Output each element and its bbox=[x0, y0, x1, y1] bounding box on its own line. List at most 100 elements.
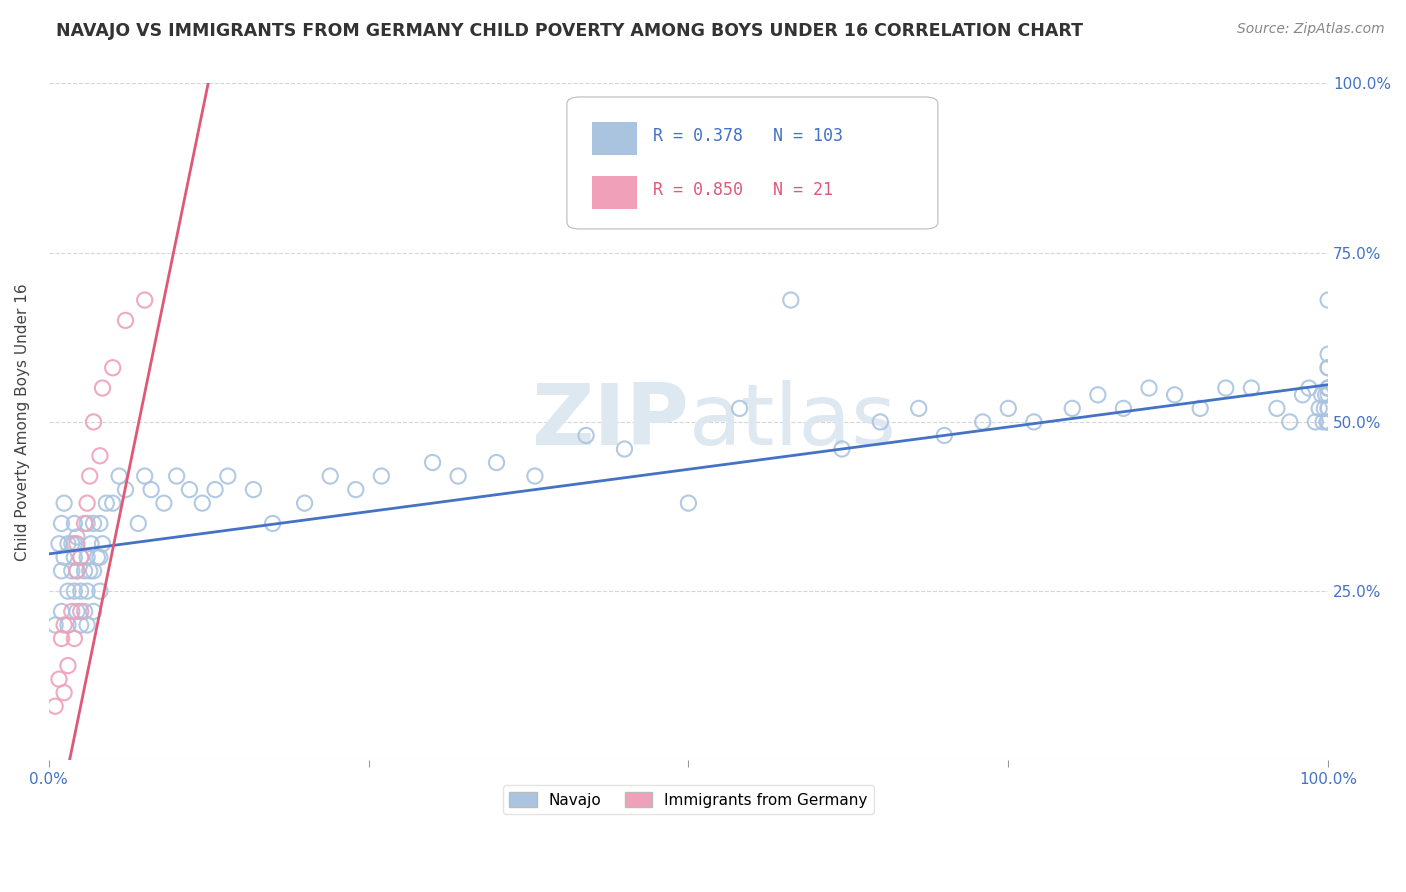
Point bbox=[1317, 360, 1340, 375]
Point bbox=[575, 428, 598, 442]
Point bbox=[76, 584, 98, 599]
Point bbox=[779, 293, 801, 307]
Point bbox=[53, 496, 76, 510]
Point bbox=[1317, 381, 1340, 395]
Point bbox=[907, 401, 929, 416]
Point bbox=[91, 537, 114, 551]
Point bbox=[1315, 388, 1337, 402]
Text: R = 0.378   N = 103: R = 0.378 N = 103 bbox=[652, 128, 842, 145]
Point bbox=[69, 618, 91, 632]
Point bbox=[76, 496, 98, 510]
Point bbox=[1298, 381, 1320, 395]
Point bbox=[422, 456, 444, 470]
Point bbox=[53, 686, 76, 700]
Point bbox=[1317, 388, 1340, 402]
Point bbox=[127, 516, 149, 531]
Point bbox=[56, 537, 79, 551]
Point bbox=[51, 604, 73, 618]
Point bbox=[1317, 401, 1340, 416]
Point bbox=[1312, 415, 1334, 429]
Point bbox=[1317, 360, 1340, 375]
Point bbox=[66, 530, 89, 544]
Point bbox=[934, 428, 956, 442]
Point bbox=[370, 469, 392, 483]
Point bbox=[869, 415, 891, 429]
Point bbox=[66, 604, 89, 618]
Point bbox=[485, 456, 508, 470]
Point bbox=[73, 604, 96, 618]
Point bbox=[69, 604, 91, 618]
Point bbox=[69, 550, 91, 565]
Point bbox=[523, 469, 546, 483]
Point bbox=[831, 442, 853, 456]
Point bbox=[96, 496, 118, 510]
Point bbox=[1313, 401, 1336, 416]
Point bbox=[51, 632, 73, 646]
FancyBboxPatch shape bbox=[567, 97, 938, 229]
Point bbox=[447, 469, 470, 483]
Point bbox=[1087, 388, 1109, 402]
Point bbox=[76, 618, 98, 632]
Point bbox=[997, 401, 1019, 416]
Point bbox=[63, 537, 86, 551]
Point bbox=[56, 584, 79, 599]
Point bbox=[204, 483, 226, 497]
Point bbox=[60, 564, 83, 578]
Point bbox=[76, 550, 98, 565]
Point bbox=[83, 516, 105, 531]
Point bbox=[48, 537, 70, 551]
Point bbox=[63, 516, 86, 531]
Point bbox=[73, 516, 96, 531]
Point bbox=[1317, 381, 1340, 395]
Point bbox=[1317, 381, 1340, 395]
Point bbox=[1308, 401, 1330, 416]
Point bbox=[89, 449, 111, 463]
Point bbox=[69, 550, 91, 565]
Point bbox=[53, 618, 76, 632]
Point bbox=[1291, 388, 1313, 402]
Point bbox=[1137, 381, 1160, 395]
Point bbox=[63, 632, 86, 646]
Point bbox=[101, 360, 124, 375]
Point bbox=[108, 469, 131, 483]
Point bbox=[613, 442, 636, 456]
FancyBboxPatch shape bbox=[592, 122, 637, 154]
Point bbox=[89, 584, 111, 599]
FancyBboxPatch shape bbox=[592, 177, 637, 209]
Point bbox=[191, 496, 214, 510]
Point bbox=[63, 550, 86, 565]
Point bbox=[1112, 401, 1135, 416]
Point bbox=[242, 483, 264, 497]
Point bbox=[153, 496, 176, 510]
Point bbox=[53, 550, 76, 565]
Point bbox=[294, 496, 316, 510]
Text: Source: ZipAtlas.com: Source: ZipAtlas.com bbox=[1237, 22, 1385, 37]
Text: ZIP: ZIP bbox=[530, 380, 689, 464]
Y-axis label: Child Poverty Among Boys Under 16: Child Poverty Among Boys Under 16 bbox=[15, 283, 30, 561]
Point bbox=[1317, 293, 1340, 307]
Point bbox=[1278, 415, 1301, 429]
Point bbox=[48, 672, 70, 686]
Point bbox=[1310, 388, 1333, 402]
Point bbox=[1022, 415, 1045, 429]
Point bbox=[76, 516, 98, 531]
Point bbox=[86, 550, 108, 565]
Point bbox=[66, 537, 89, 551]
Point bbox=[179, 483, 201, 497]
Point bbox=[1316, 415, 1339, 429]
Point bbox=[1317, 347, 1340, 361]
Point bbox=[1215, 381, 1237, 395]
Point bbox=[60, 604, 83, 618]
Point bbox=[217, 469, 239, 483]
Point bbox=[262, 516, 284, 531]
Point bbox=[83, 564, 105, 578]
Point bbox=[80, 537, 103, 551]
Point bbox=[1163, 388, 1185, 402]
Text: atlas: atlas bbox=[689, 380, 897, 464]
Point bbox=[114, 313, 136, 327]
Point bbox=[319, 469, 342, 483]
Point bbox=[79, 564, 101, 578]
Point bbox=[73, 564, 96, 578]
Point bbox=[66, 564, 89, 578]
Point bbox=[1305, 415, 1327, 429]
